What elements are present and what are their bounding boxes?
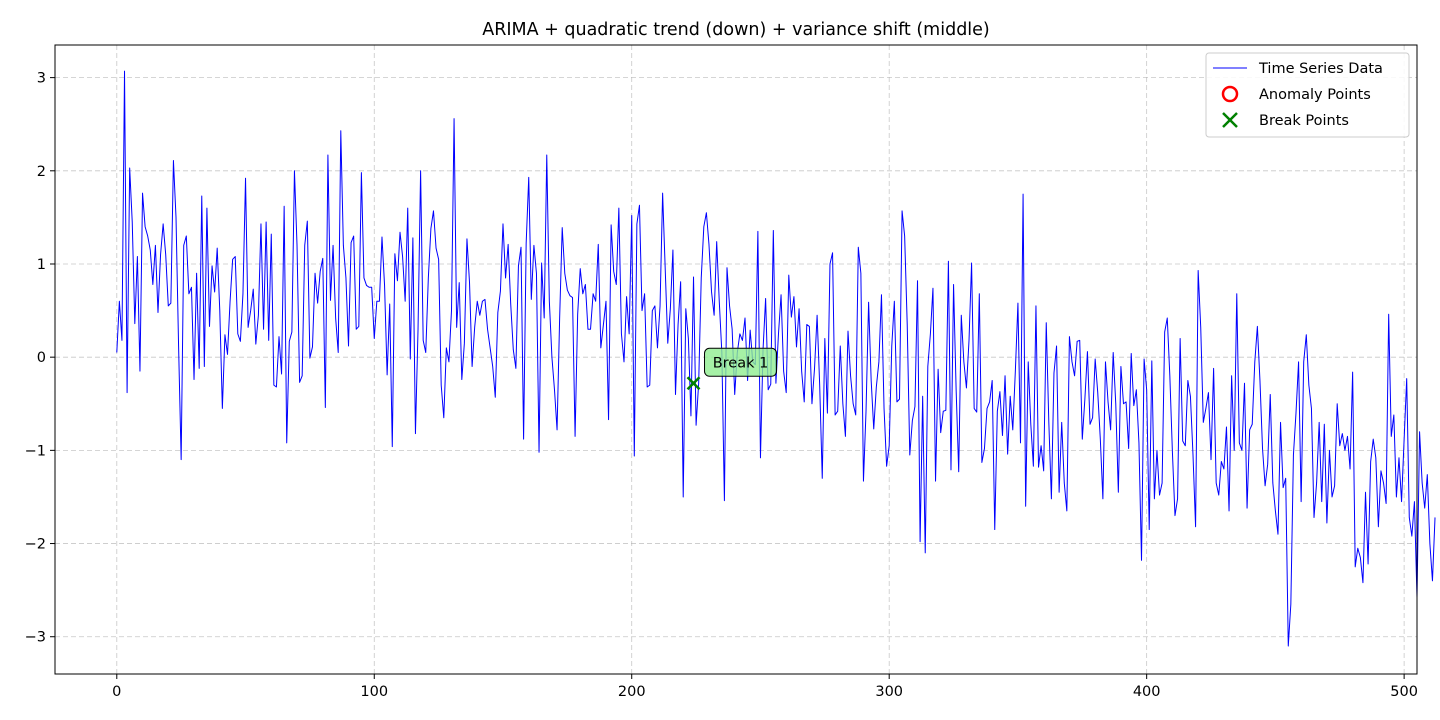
legend-label: Anomaly Points [1259, 87, 1371, 103]
legend-box [1205, 52, 1410, 138]
legend-x-swatch [1222, 112, 1238, 128]
x-tick-label: 500 [1390, 684, 1418, 700]
x-tick-label: 300 [875, 684, 903, 700]
break-markers: Break 1 [686, 347, 778, 391]
legend-label: Time Series Data [1258, 61, 1383, 77]
legend-circle-swatch [1221, 85, 1239, 103]
x-tick-label: 400 [1133, 684, 1161, 700]
chart-title: ARIMA + quadratic trend (down) + varianc… [482, 20, 990, 40]
x-tick-label: 100 [360, 684, 388, 700]
y-tick-label: 2 [37, 164, 46, 180]
y-tick-label: −3 [25, 630, 46, 646]
legend-label: Break Points [1259, 113, 1349, 129]
break-annotation-label: Break 1 [713, 355, 769, 371]
y-tick-label: −2 [25, 537, 46, 553]
x-tick-label: 0 [112, 684, 121, 700]
y-tick-label: −1 [25, 443, 46, 459]
break-point-x-stroke [686, 376, 701, 391]
break-annotation-box [704, 347, 778, 377]
y-tick-label: 3 [37, 71, 46, 87]
x-tick-label: 200 [618, 684, 646, 700]
break-point [686, 376, 701, 391]
y-tick-label: 1 [37, 257, 46, 273]
y-tick-label: 0 [37, 350, 46, 366]
series-line [116, 70, 1436, 647]
legend: Time Series Data Anomaly Points Break Poin… [1205, 52, 1410, 138]
series-layer [116, 70, 1436, 647]
axis-ticks: 0 100 200 300 400 500 −3 −2 −1 0 1 2 3 [25, 71, 1418, 700]
plot-frame [54, 44, 1418, 675]
